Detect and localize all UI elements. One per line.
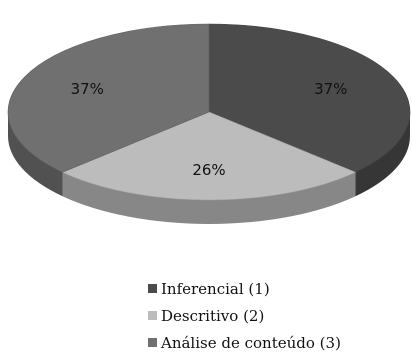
pie-side-1 <box>355 112 410 197</box>
pie-side-2 <box>62 172 356 224</box>
pie-slice-2 <box>61 111 357 201</box>
legend-label-3: Análise de conteúdo (3) <box>161 333 341 352</box>
legend-label-1: Inferencial (1) <box>161 279 270 298</box>
pie-data-label-2: 26% <box>192 161 225 179</box>
legend-item-3: Análise de conteúdo (3) <box>148 329 398 356</box>
legend-item-1: Inferencial (1) <box>148 275 398 302</box>
pie-top-faces <box>7 23 411 201</box>
chart-legend: Inferencial (1) Descritivo (2) Análise de … <box>148 275 398 356</box>
pie-data-label-3: 37% <box>71 80 104 98</box>
pie-side-3 <box>8 112 63 197</box>
legend-swatch-3 <box>148 338 157 347</box>
pie-slice-3 <box>7 23 210 173</box>
legend-item-2: Descritivo (2) <box>148 302 398 329</box>
legend-swatch-1 <box>148 284 157 293</box>
legend-swatch-2 <box>148 311 157 320</box>
pie-data-label-1: 37% <box>314 80 347 98</box>
pie-side-walls <box>8 112 410 224</box>
legend-label-2: Descritivo (2) <box>161 306 265 325</box>
pie-data-labels: 37% 26% 37% <box>71 80 348 179</box>
pie-slice-1 <box>208 23 411 173</box>
